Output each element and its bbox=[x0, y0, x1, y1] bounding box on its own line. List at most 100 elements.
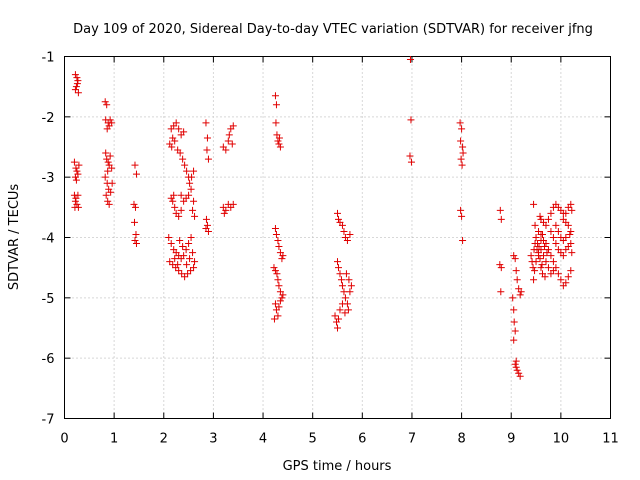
data-point bbox=[331, 312, 339, 320]
data-point bbox=[338, 300, 346, 308]
data-point bbox=[272, 101, 280, 109]
data-point bbox=[178, 270, 186, 278]
data-point bbox=[172, 119, 180, 127]
data-point bbox=[529, 264, 537, 272]
data-point bbox=[517, 288, 525, 296]
data-point bbox=[334, 264, 342, 272]
data-point bbox=[346, 288, 354, 296]
data-point bbox=[181, 273, 189, 281]
data-point bbox=[407, 158, 415, 166]
data-point bbox=[186, 179, 194, 187]
data-point bbox=[191, 212, 199, 220]
x-tick-label: 4 bbox=[259, 432, 267, 447]
data-point bbox=[539, 252, 547, 260]
x-tick-label: 8 bbox=[457, 432, 465, 447]
data-point bbox=[456, 119, 464, 127]
data-point bbox=[497, 215, 505, 223]
data-point bbox=[341, 309, 349, 317]
data-point bbox=[406, 56, 414, 64]
data-point bbox=[275, 140, 283, 148]
x-tick-label: 10 bbox=[553, 432, 570, 447]
data-point bbox=[568, 206, 576, 214]
data-point bbox=[108, 179, 116, 187]
data-point bbox=[203, 146, 211, 154]
data-point bbox=[552, 221, 560, 229]
data-point bbox=[496, 206, 504, 214]
x-tick-label: 3 bbox=[209, 432, 217, 447]
data-point bbox=[512, 267, 520, 275]
data-point bbox=[179, 243, 187, 251]
chart-title: Day 109 of 2020, Sidereal Day-to-day VTE… bbox=[73, 22, 593, 37]
data-point bbox=[187, 185, 195, 193]
data-point bbox=[547, 252, 555, 260]
data-point bbox=[344, 306, 352, 314]
data-point bbox=[188, 173, 196, 181]
data-point bbox=[73, 167, 81, 175]
data-point bbox=[530, 276, 538, 284]
data-point bbox=[71, 71, 79, 79]
data-point bbox=[338, 221, 346, 229]
data-point bbox=[554, 227, 562, 235]
data-point bbox=[564, 273, 572, 281]
data-point bbox=[165, 234, 173, 241]
y-tick-label: -5 bbox=[42, 292, 55, 307]
data-point bbox=[334, 209, 341, 217]
data-point bbox=[458, 161, 466, 169]
data-point bbox=[103, 155, 111, 163]
data-point bbox=[101, 173, 109, 181]
data-point bbox=[334, 215, 342, 223]
data-point bbox=[341, 294, 349, 302]
data-point bbox=[346, 230, 354, 238]
data-point bbox=[406, 152, 414, 160]
data-point bbox=[106, 152, 114, 160]
data-point bbox=[222, 206, 230, 214]
data-point bbox=[547, 227, 555, 235]
data-point bbox=[132, 170, 140, 178]
y-axis-label: SDTVAR / TECUs bbox=[7, 184, 22, 291]
data-point bbox=[130, 218, 138, 226]
data-point bbox=[189, 249, 197, 257]
data-point bbox=[275, 243, 283, 251]
grid-lines bbox=[64, 56, 611, 419]
data-point bbox=[104, 158, 112, 166]
data-point bbox=[202, 119, 210, 127]
x-tick-label: 7 bbox=[408, 432, 416, 447]
data-point bbox=[202, 215, 210, 223]
data-point bbox=[541, 273, 549, 281]
data-point bbox=[180, 128, 188, 136]
data-point bbox=[102, 191, 110, 199]
data-point bbox=[225, 131, 233, 139]
data-point bbox=[274, 237, 282, 245]
data-point bbox=[229, 200, 237, 208]
data-point bbox=[509, 294, 517, 302]
data-point bbox=[516, 291, 524, 299]
data-point bbox=[513, 276, 521, 284]
x-tick-label: 0 bbox=[60, 432, 68, 447]
y-tick-labels: -1 -2 -3 -4 -5 -6 -7 bbox=[42, 51, 55, 428]
data-point bbox=[203, 134, 211, 142]
x-tick-label: 6 bbox=[358, 432, 366, 447]
data-point bbox=[275, 303, 283, 311]
y-tick-label: -7 bbox=[42, 413, 55, 428]
data-point bbox=[513, 366, 521, 374]
data-point bbox=[222, 146, 230, 154]
data-point bbox=[511, 327, 519, 335]
data-point bbox=[337, 276, 345, 284]
data-point bbox=[72, 83, 80, 91]
data-point bbox=[274, 312, 282, 320]
data-point bbox=[73, 74, 81, 82]
data-point bbox=[72, 164, 80, 172]
data-point bbox=[167, 194, 175, 202]
data-point bbox=[562, 234, 570, 241]
data-point bbox=[180, 197, 188, 205]
data-point bbox=[106, 116, 114, 124]
data-point bbox=[334, 315, 342, 323]
data-point bbox=[71, 86, 79, 94]
data-point bbox=[175, 125, 183, 133]
data-point bbox=[174, 261, 182, 269]
data-point bbox=[536, 255, 544, 263]
data-point bbox=[180, 252, 188, 260]
data-point bbox=[542, 240, 550, 248]
data-point bbox=[457, 155, 465, 163]
